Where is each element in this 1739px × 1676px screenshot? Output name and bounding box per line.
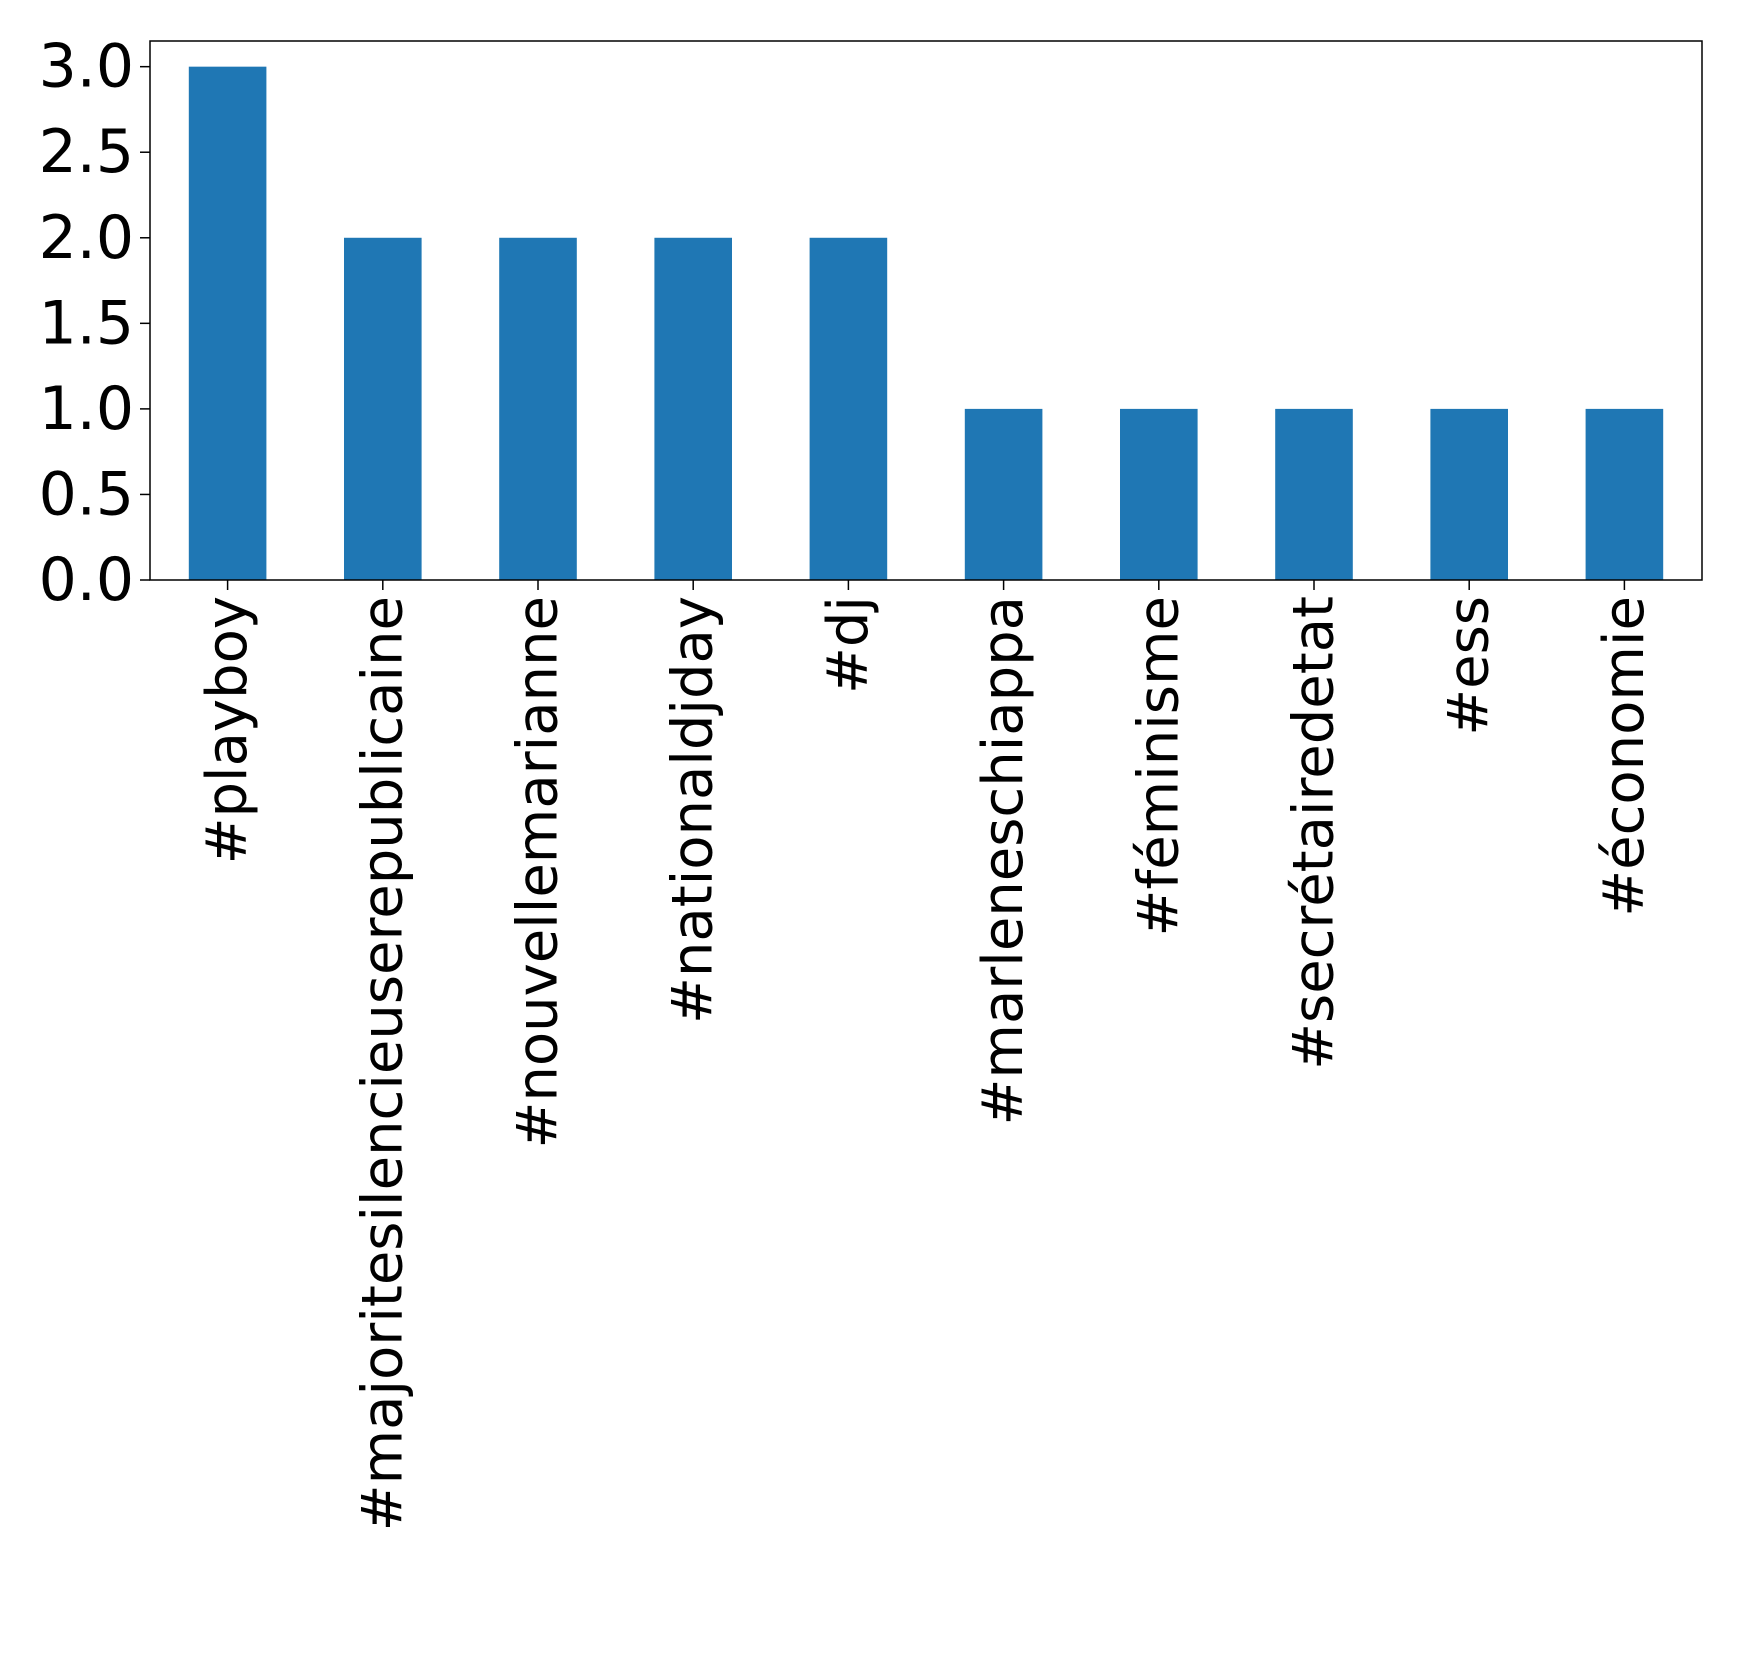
x-tick-label-9: #économie xyxy=(1592,596,1657,917)
y-axis: 0.0 0.5 1.0 1.5 2.0 2.5 3.0 xyxy=(39,32,150,615)
bar-2 xyxy=(499,237,577,580)
x-tick-label-4: #dj xyxy=(816,596,881,694)
y-tick-label-2: 1.0 xyxy=(39,374,134,444)
y-tick-label-5: 2.5 xyxy=(39,117,134,187)
bar-5 xyxy=(964,408,1043,580)
plot-frame xyxy=(149,40,1703,581)
x-tick-label-8: #ess xyxy=(1437,596,1502,736)
bar-3 xyxy=(654,237,732,580)
bar-6 xyxy=(1120,408,1198,580)
bar-8 xyxy=(1430,408,1508,580)
y-tick-label-6: 3.0 xyxy=(39,32,134,102)
x-tick-label-3: #nationaldjday xyxy=(661,596,726,1024)
bars-layer xyxy=(188,66,1664,580)
y-tick-label-1: 0.5 xyxy=(39,459,134,529)
x-tick-label-0: #playboy xyxy=(195,596,260,864)
x-tick-label-6: #féminisme xyxy=(1126,596,1191,936)
x-tick-label-7: #secrétairedetat xyxy=(1282,596,1347,1070)
bar-0 xyxy=(188,66,267,580)
bar-7 xyxy=(1275,408,1353,580)
x-tick-label-1: #majoritesilencieuserepublicaine xyxy=(350,596,415,1531)
x-tick-label-2: #nouvellemarianne xyxy=(506,596,571,1149)
bar-4 xyxy=(809,237,888,580)
x-tick-label-5: #marleneschiappa xyxy=(971,596,1036,1126)
bar-1 xyxy=(344,237,422,580)
x-axis: #playboy #majoritesilencieuserepublicaine… xyxy=(195,580,1657,1531)
y-tick-label-4: 2.0 xyxy=(39,203,134,273)
y-tick-label-3: 1.5 xyxy=(39,288,134,358)
y-tick-label-0: 0.0 xyxy=(39,545,134,615)
bar-9 xyxy=(1585,408,1664,580)
